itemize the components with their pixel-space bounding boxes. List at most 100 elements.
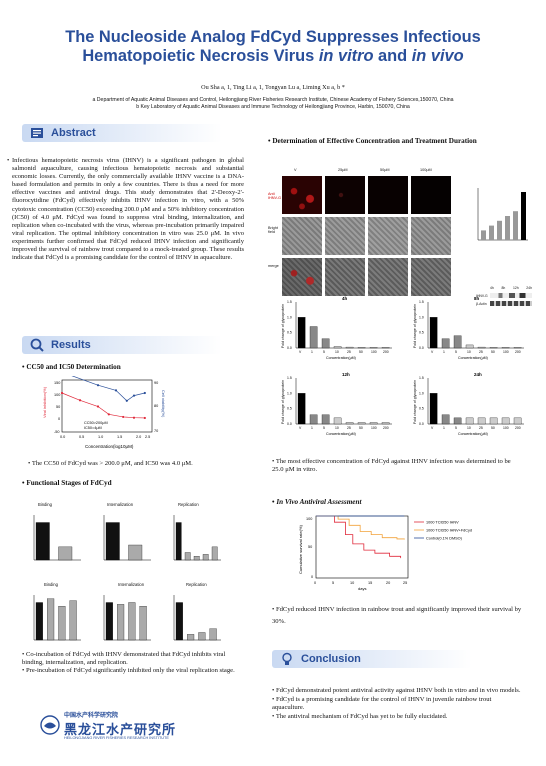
x-tick: 2.0 <box>136 435 141 439</box>
timepoint-title: 4h <box>342 296 348 301</box>
y-tick-right: 80 <box>154 404 158 408</box>
timepoint-ylabel: Fold change of glycoprotein <box>281 304 285 348</box>
legend-entry: 1000 TCID50 IHNV <box>426 521 459 525</box>
y-tick: 100 <box>54 393 60 397</box>
affiliation-a: a Department of Aquatic Animal Diseases … <box>92 97 454 103</box>
wb-row: IHNV-G <box>476 293 532 298</box>
timepoint-ylabel: Fold change of glycoprotein <box>281 380 285 424</box>
timepoint-bar <box>429 393 438 425</box>
y-tick: 0.0 <box>419 422 424 426</box>
x-tick: 100 <box>503 350 509 354</box>
survival-curve <box>316 515 405 540</box>
cc50-frame <box>61 379 153 433</box>
functional-heading: • Functional Stages of FdCyd <box>22 479 112 487</box>
cc50-series-line <box>71 376 145 402</box>
functional-bullet-text: Pre-incubation of FdCyd significantly in… <box>25 667 235 675</box>
x-tick: 0.0 <box>60 435 65 439</box>
timepoint-bar <box>369 347 378 349</box>
x-tick: 25 <box>403 581 407 585</box>
abstract-icon <box>28 124 46 142</box>
timepoint-bar <box>297 317 306 349</box>
timepoint-bar <box>465 417 474 425</box>
determination-heading: • Determination of Effective Concentrati… <box>268 137 477 145</box>
conclusion-bullet-text: FdCyd demonstrated potent antiviral acti… <box>275 687 521 694</box>
x-tick: 0.5 <box>79 435 84 439</box>
x-tick: 10 <box>467 350 471 354</box>
x-tick: 1 <box>443 350 445 354</box>
conclusion-bullet: • The antiviral mechanism of FdCyd has y… <box>272 712 448 720</box>
panel-title: Replication <box>186 582 207 587</box>
title-part: Hematopoietic Necrosis Virus <box>82 47 319 65</box>
wb-time: 12h <box>512 286 519 290</box>
wb-band <box>490 301 532 306</box>
functional-bullet-text: Co-incubation of FdCyd with IHNV demonst… <box>22 651 226 667</box>
col-label: 100μM <box>420 168 432 172</box>
results-header: Results <box>22 336 222 354</box>
survival-ylabel: Cumulative survival rate(%) <box>298 524 303 574</box>
panel-bar <box>198 632 206 641</box>
y-tick: 150 <box>54 381 60 385</box>
x-tick: 5 <box>455 350 457 354</box>
timepoint-bar <box>357 422 366 425</box>
x-tick: 10 <box>467 426 471 430</box>
y-tick: 1.0 <box>419 315 424 319</box>
x-tick: 100 <box>371 350 377 354</box>
determination-heading-text: Determination of Effective Concentration… <box>272 137 477 145</box>
timepoint-title: 24h <box>474 372 482 377</box>
micrograph-cell <box>368 176 408 214</box>
institute-cn-big: 黑龙江水产研究所 <box>64 722 177 737</box>
timepoint-bar <box>297 393 306 425</box>
wb-time-labels: 4h 8h 12h 24h <box>490 286 532 290</box>
y-tick: 50 <box>56 405 60 409</box>
wb-label: IHNV-G <box>476 293 488 298</box>
wb-bar <box>513 211 518 240</box>
x-tick: 50 <box>359 350 363 354</box>
x-tick: 1.0 <box>98 435 103 439</box>
institute-emblem-icon <box>40 715 60 735</box>
abstract-heading: Abstract <box>51 127 96 139</box>
timepoint-title: 8h <box>474 296 480 301</box>
panel-bar <box>47 598 55 641</box>
institute-en: HEILONGJIANG RIVER FISHERIES RESEARCH IN… <box>64 736 169 740</box>
panel-bar <box>58 606 66 641</box>
invivo-heading-text: In Vivo Antiviral Assessment <box>276 498 362 506</box>
x-tick: 0 <box>314 581 316 585</box>
y-tick-right: 70 <box>154 429 158 433</box>
timepoint-bar <box>429 317 438 349</box>
x-tick: 5 <box>323 350 325 354</box>
timepoint-bar <box>345 422 354 425</box>
wb-bar <box>497 220 502 240</box>
row-label: Bright field <box>268 226 278 234</box>
x-tick: 1 <box>443 426 445 430</box>
lightbulb-icon <box>278 650 296 668</box>
panel-bar <box>175 602 183 641</box>
timepoint-bar <box>501 417 510 425</box>
panel-bar <box>105 602 113 641</box>
panel-bar <box>128 602 136 641</box>
institute-cn-small: 中国水产科学研究院 <box>64 713 119 719</box>
microscopy-grid <box>282 176 452 296</box>
y-tick: 0.5 <box>287 407 292 411</box>
panel-bar <box>139 606 147 641</box>
invivo-note-text: FdCyd reduced IHNV infection in rainbow … <box>272 606 522 625</box>
abstract-text: • Infectious hematopoietic necrosis viru… <box>7 157 244 262</box>
authors: Ou Sha a, 1, Ting Li a, 1, Tongyan Lu a,… <box>201 84 345 91</box>
cc50-marks <box>60 376 146 420</box>
abstract-body: Infectious hematopoietic necrosis virus … <box>12 157 244 262</box>
timepoint-bars: 4h Fold change of glycoprotein 0.0 0.5 1.0 1.… <box>281 296 524 436</box>
panel-bar <box>69 600 77 641</box>
cc50-point <box>96 384 100 387</box>
functional-bullet: • Pre-incubation of FdCyd significantly … <box>22 667 235 675</box>
cc50-xlabel: Concentration(log10μM) <box>85 444 134 449</box>
abstract-header: Abstract <box>22 124 222 142</box>
wb-time: 24h <box>526 286 532 290</box>
timepoint-bar <box>441 414 450 425</box>
col-label: V <box>294 168 297 172</box>
affiliation-b: b Key Laboratory of Aquatic Animal Disea… <box>136 104 410 110</box>
timepoint-bar <box>465 344 474 349</box>
timepoint-bar <box>477 346 486 349</box>
cc50-point <box>78 399 82 402</box>
y-tick: 1.0 <box>419 391 424 395</box>
micrograph-cell <box>368 217 408 255</box>
x-tick: 20 <box>386 581 390 585</box>
